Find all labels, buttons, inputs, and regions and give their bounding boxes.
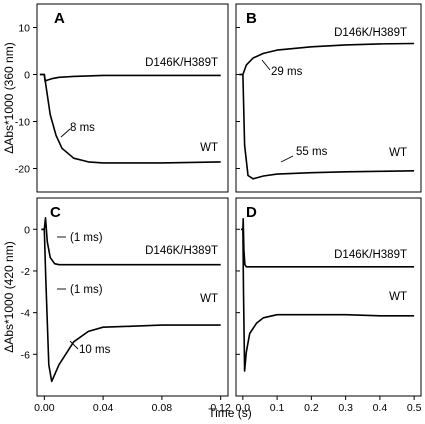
- series-line-c-wt: [41, 228, 221, 383]
- panel-b-frame: [235, 3, 422, 193]
- annotation-b-55ms-leader: [280, 155, 294, 163]
- panel-label-c: C: [50, 204, 61, 221]
- annotation-c-10ms-leader: [69, 340, 79, 350]
- series-line-a-mutant: [39, 73, 221, 82]
- y-tick-label-c-0: 0: [24, 224, 30, 236]
- y-tick-label-a-1: 0: [24, 70, 30, 82]
- panel-d-frame: [235, 197, 422, 397]
- y-axis-label-top: ΔAbs*1000 (360 nm): [2, 42, 16, 153]
- x-tick-label-c-2: 0.08: [152, 402, 173, 414]
- panel-c-frame: [36, 197, 229, 397]
- series-line-b-wt: [239, 73, 415, 180]
- series-label-d-wt: WT: [389, 291, 407, 303]
- panel-label-d: D: [246, 204, 257, 221]
- annotation-b-29ms-leader: [261, 59, 271, 71]
- series-label-c-wt: WT: [200, 293, 218, 305]
- series-line-d-mutant: [241, 218, 415, 268]
- panel-a-frame: [36, 3, 229, 193]
- y-axis-label-bottom: ΔAbs*1000 (420 nm): [2, 241, 16, 352]
- series-line-a-wt: [39, 73, 221, 164]
- x-tick-label-d-0: 0.0: [236, 402, 251, 414]
- y-tick-label-a-2: -10: [15, 117, 30, 129]
- x-tick-label-d-4: 0.4: [373, 402, 388, 414]
- annotation-a-8ms-leader: [60, 128, 71, 138]
- y-tick-label-c-2: -4: [21, 308, 30, 320]
- panel-label-a: A: [54, 10, 65, 27]
- annotation-c-10ms: 10 ms: [79, 344, 111, 356]
- x-tick-label-c-0: 0.00: [34, 402, 55, 414]
- x-tick-label-d-2: 0.2: [304, 402, 319, 414]
- annotation-b-55ms: 55 ms: [296, 146, 328, 158]
- series-line-b-mutant: [239, 42, 415, 76]
- series-label-a-mutant: D146K/H389T: [145, 57, 218, 69]
- series-line-d-wt: [241, 228, 415, 372]
- series-label-d-mutant: D146K/H389T: [334, 249, 407, 261]
- annotation-b-29ms: 29 ms: [271, 66, 303, 78]
- y-tick-label-a-3: -20: [15, 164, 30, 176]
- annotation-a-8ms: 8 ms: [70, 122, 95, 134]
- x-tick-label-d-1: 0.1: [270, 402, 285, 414]
- panel-label-b: B: [246, 10, 257, 27]
- series-label-a-wt: WT: [200, 142, 218, 154]
- y-tick-label-c-1: -2: [21, 266, 30, 278]
- series-label-b-mutant: D146K/H389T: [334, 27, 407, 39]
- x-axis-label: Time (s): [208, 406, 252, 420]
- y-tick-label-a-0: 10: [18, 23, 30, 35]
- series-line-c-mutant: [41, 217, 221, 266]
- series-label-c-mutant: D146K/H389T: [145, 245, 218, 257]
- series-label-b-wt: WT: [389, 147, 407, 159]
- x-tick-label-d-5: 0.5: [407, 402, 422, 414]
- x-tick-label-c-1: 0.04: [93, 402, 114, 414]
- annotation-c-1ms-upper: (1 ms): [70, 232, 103, 244]
- x-tick-label-c-3: 0.12: [210, 402, 231, 414]
- x-tick-label-d-3: 0.3: [338, 402, 353, 414]
- annotation-c-1ms-lower: (1 ms): [70, 284, 103, 296]
- y-tick-label-c-3: -6: [21, 349, 30, 361]
